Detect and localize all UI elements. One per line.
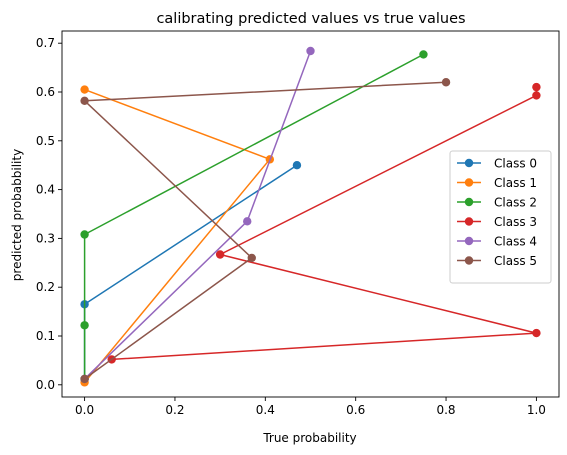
legend-marker-class-1: [464, 178, 474, 187]
data-point-class-4: [243, 217, 252, 226]
data-point-class-5: [247, 253, 256, 263]
legend-label-class-2: Class 2: [494, 195, 537, 209]
x-tick-label: 0.8: [436, 403, 455, 417]
legend: Class 0 Class 1 Class 2 Class 3 Class 4 Class…: [449, 150, 552, 284]
y-tick-label: 0.4: [36, 183, 55, 197]
y-tick-label: 0.1: [36, 329, 55, 343]
legend-marker-class-5: [464, 256, 474, 265]
legend-label-class-3: Class 3: [494, 215, 537, 229]
y-tick-label: 0.0: [36, 378, 55, 392]
data-point-class-3: [532, 91, 541, 100]
y-tick-label: 0.3: [36, 231, 55, 245]
legend-label-class-1: Class 1: [494, 176, 537, 190]
data-point-class-3: [532, 82, 541, 92]
data-point-class-2: [80, 230, 89, 239]
x-tick-label: 0.4: [256, 403, 275, 417]
x-tick-label: 0.2: [165, 403, 184, 417]
x-tick-label: 0.6: [346, 403, 365, 417]
series-line-class-0: [83, 164, 298, 379]
data-point-class-4: [306, 46, 315, 56]
data-point-class-3: [215, 250, 225, 259]
data-point-class-5: [80, 374, 89, 384]
data-point-class-3: [532, 328, 541, 338]
y-axis-label: predicted probabbility: [10, 149, 24, 281]
plot-area: [80, 46, 541, 387]
data-point-class-2: [419, 50, 428, 59]
chart-title: calibrating predicted values vs true val…: [156, 11, 465, 27]
data-point-class-5: [441, 78, 451, 87]
series-line-class-2: [83, 53, 424, 379]
series-line-class-5: [83, 81, 447, 380]
data-point-class-1: [80, 85, 89, 94]
data-point-class-2: [80, 321, 89, 330]
legend-label-class-5: Class 5: [494, 254, 537, 268]
plot-frame: [61, 30, 560, 398]
legend-marker-class-4: [464, 236, 474, 246]
series-line-class-4: [84, 50, 312, 380]
y-tick-label: 0.6: [36, 85, 55, 99]
legend-marker-class-3: [464, 217, 474, 226]
data-point-class-0: [292, 161, 302, 170]
data-point-class-5: [80, 96, 89, 105]
x-tick-label: 0.0: [75, 403, 94, 417]
y-axis: 0.0 0.1 0.2 0.3 0.4 0.5 0.6 0.7: [36, 36, 62, 392]
legend-label-class-4: Class 4: [494, 234, 537, 248]
y-tick-label: 0.7: [36, 36, 55, 50]
legend-marker-class-0: [464, 158, 474, 168]
series-line-class-1: [84, 88, 271, 383]
legend-label-class-0: Class 0: [494, 156, 537, 170]
legend-marker-class-2: [464, 197, 474, 207]
y-tick-label: 0.2: [36, 280, 55, 294]
x-axis-label: True probability: [262, 431, 356, 445]
y-tick-label: 0.5: [36, 134, 55, 148]
x-axis: 0.0 0.2 0.4 0.6 0.8 1.0: [75, 397, 546, 417]
x-tick-label: 1.0: [527, 403, 546, 417]
legend-box: [449, 150, 552, 284]
